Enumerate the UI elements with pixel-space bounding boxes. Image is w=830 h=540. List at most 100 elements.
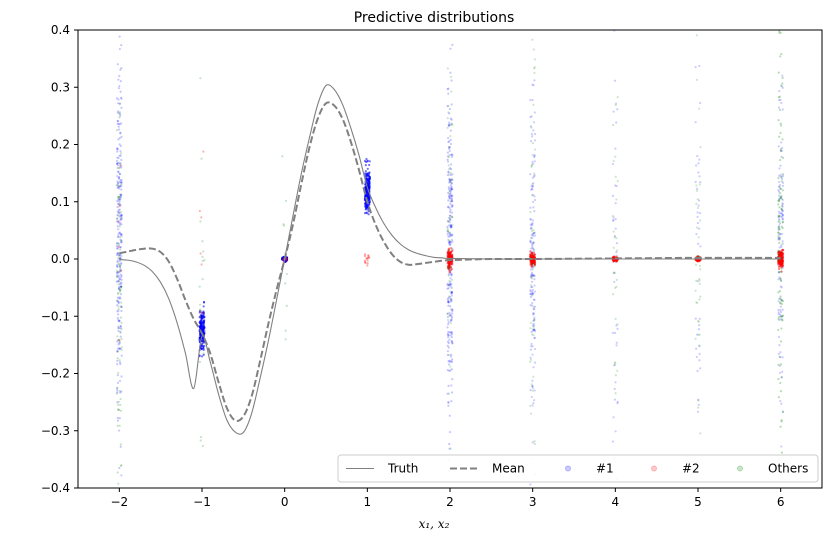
scatter-point [117, 197, 120, 200]
scatter-point [781, 217, 784, 220]
scatter-point [447, 283, 450, 287]
scatter-point [116, 120, 119, 123]
scatter-point [120, 214, 123, 217]
scatter-point [451, 233, 454, 236]
scatter-point [614, 184, 617, 187]
scatter-point [531, 290, 534, 293]
scatter-point [779, 308, 782, 312]
scatter-point [533, 154, 536, 157]
scatter-point [447, 251, 450, 254]
scatter-point [531, 333, 534, 336]
scatter-point [778, 238, 781, 241]
scatter-point [451, 188, 454, 191]
scatter-point [778, 276, 781, 279]
scatter-point [120, 239, 123, 242]
scatter-point [615, 249, 619, 252]
scatter-point [781, 174, 785, 178]
scatter-point [778, 236, 782, 239]
scatter-point [450, 75, 453, 78]
scatter-point [448, 359, 451, 362]
scatter-point [697, 107, 701, 110]
scatter-point [446, 233, 449, 236]
scatter-point [533, 305, 537, 308]
scatter-point [447, 261, 450, 264]
scatter-point [781, 240, 784, 243]
scatter-point [450, 260, 453, 264]
scatter-point [449, 277, 452, 280]
scatter-point [120, 158, 123, 161]
scatter-point [118, 47, 121, 51]
scatter-point [368, 199, 371, 202]
scatter-point [117, 242, 120, 245]
scatter-point [118, 195, 121, 198]
scatter-point [778, 228, 781, 231]
scatter-point [532, 255, 535, 258]
scatter-point [450, 299, 453, 302]
scatter-point [116, 363, 119, 366]
scatter-point [116, 416, 119, 420]
scatter-point [778, 167, 781, 170]
scatter-point [779, 371, 782, 374]
scatter-point [781, 203, 784, 206]
scatter-point [450, 315, 453, 318]
scatter-point [368, 197, 371, 200]
scatter-point [532, 324, 536, 327]
scatter-point [615, 324, 618, 327]
scatter-point [450, 195, 454, 198]
scatter-point [614, 103, 617, 107]
scatter-point [120, 233, 123, 236]
scatter-point [530, 395, 533, 399]
scatter-point [120, 285, 123, 288]
scatter-point [533, 253, 537, 256]
scatter-point [446, 117, 449, 120]
scatter-point [450, 298, 453, 301]
scatter-point [781, 213, 784, 217]
scatter-point [449, 210, 452, 214]
scatter-point [117, 177, 120, 180]
scatter-point [529, 240, 532, 243]
scatter-point [203, 259, 206, 262]
scatter-point [529, 321, 532, 325]
scatter-point [118, 265, 121, 268]
scatter-point [202, 300, 206, 304]
scatter-point [117, 279, 121, 282]
scatter-point [120, 285, 123, 288]
scatter-point [451, 43, 454, 47]
scatter-point [697, 333, 700, 336]
scatter-point [780, 270, 783, 273]
scatter-point [199, 435, 203, 439]
scatter-point [777, 71, 780, 74]
scatter-point [451, 308, 454, 312]
scatter-point [779, 215, 782, 218]
scatter-point [448, 173, 451, 176]
scatter-point [448, 255, 451, 258]
scatter-point [697, 399, 700, 402]
scatter-point [533, 155, 536, 159]
scatter-point [448, 256, 451, 259]
scatter-point [119, 90, 122, 93]
scatter-point [447, 238, 450, 241]
scatter-point [533, 440, 536, 443]
scatter-point [694, 121, 697, 124]
scatter-point [118, 205, 121, 208]
scatter-point [781, 221, 785, 224]
x-tick-label: 4 [612, 495, 620, 509]
scatter-point [120, 305, 123, 309]
scatter-point [534, 330, 537, 333]
scatter-point [363, 253, 367, 256]
scatter-point [447, 299, 450, 302]
scatter-point [533, 198, 537, 202]
scatter-point [530, 277, 534, 280]
scatter-point [778, 222, 782, 225]
scatter-point [450, 291, 453, 294]
scatter-point [363, 261, 367, 264]
scatter-point [779, 313, 782, 316]
scatter-point [613, 364, 616, 367]
scatter-point [781, 146, 784, 150]
scatter-point [117, 403, 120, 406]
scatter-point [448, 264, 451, 267]
scatter-point [780, 402, 783, 405]
scatter-point [115, 184, 118, 187]
scatter-point [200, 319, 203, 322]
scatter-point [117, 122, 120, 125]
